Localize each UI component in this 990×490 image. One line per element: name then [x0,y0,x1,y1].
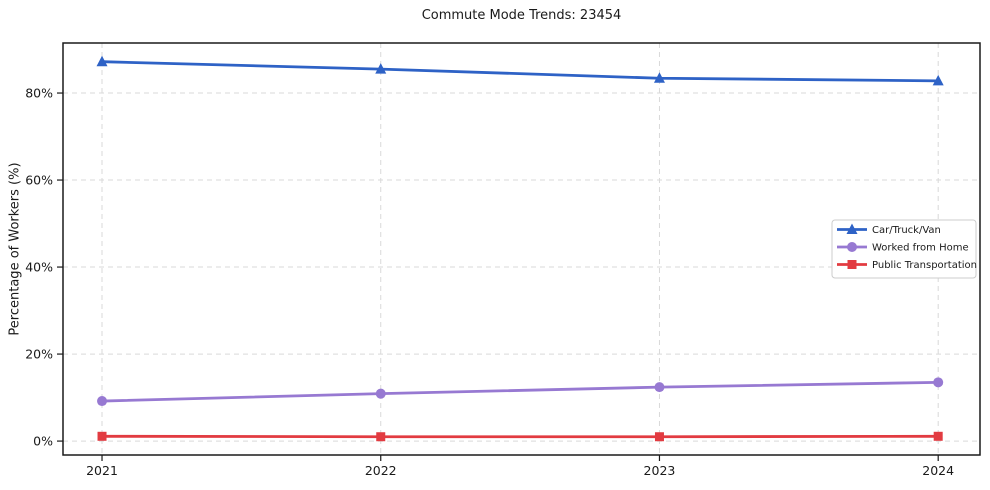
series-car-truck-van [96,55,944,86]
circle-marker [97,396,108,407]
y-tick-label: 0% [33,434,53,449]
triangle-marker [932,74,944,86]
x-tick-label: 2022 [365,463,397,478]
triangle-marker [375,63,387,74]
x-tick-label: 2024 [922,463,954,478]
square-marker [847,260,857,269]
series-public-transportation [97,431,943,442]
square-marker [97,431,107,441]
circle-marker [654,382,665,393]
circle-marker [375,388,386,399]
triangle-marker [653,72,665,83]
legend: Car/Truck/Van Worked from Home Public Tran… [831,219,977,279]
circle-marker [933,377,944,388]
y-tick-label: 20% [25,347,53,362]
legend-label: Public Transportation [872,260,977,271]
x-tick-label: 2023 [644,463,676,478]
series-line [100,380,940,403]
square-marker [933,431,943,441]
legend-box [831,219,977,279]
x-tick-label: 2021 [86,463,118,478]
legend-label: Worked from Home [872,243,969,254]
y-tick-label: 60% [25,173,53,188]
square-marker [654,432,664,442]
triangle-marker [846,223,858,234]
y-tick-label: 80% [25,86,53,101]
chart-title: Commute Mode Trends: 23454 [421,8,622,23]
square-marker [376,432,386,442]
series-worked-from-home [97,377,944,407]
circle-marker [847,242,857,252]
plot-border [62,42,981,456]
series-line [100,60,940,83]
triangle-marker [96,55,108,67]
legend-label: Car/Truck/Van [872,225,941,236]
y-tick-label: 40% [25,260,53,275]
